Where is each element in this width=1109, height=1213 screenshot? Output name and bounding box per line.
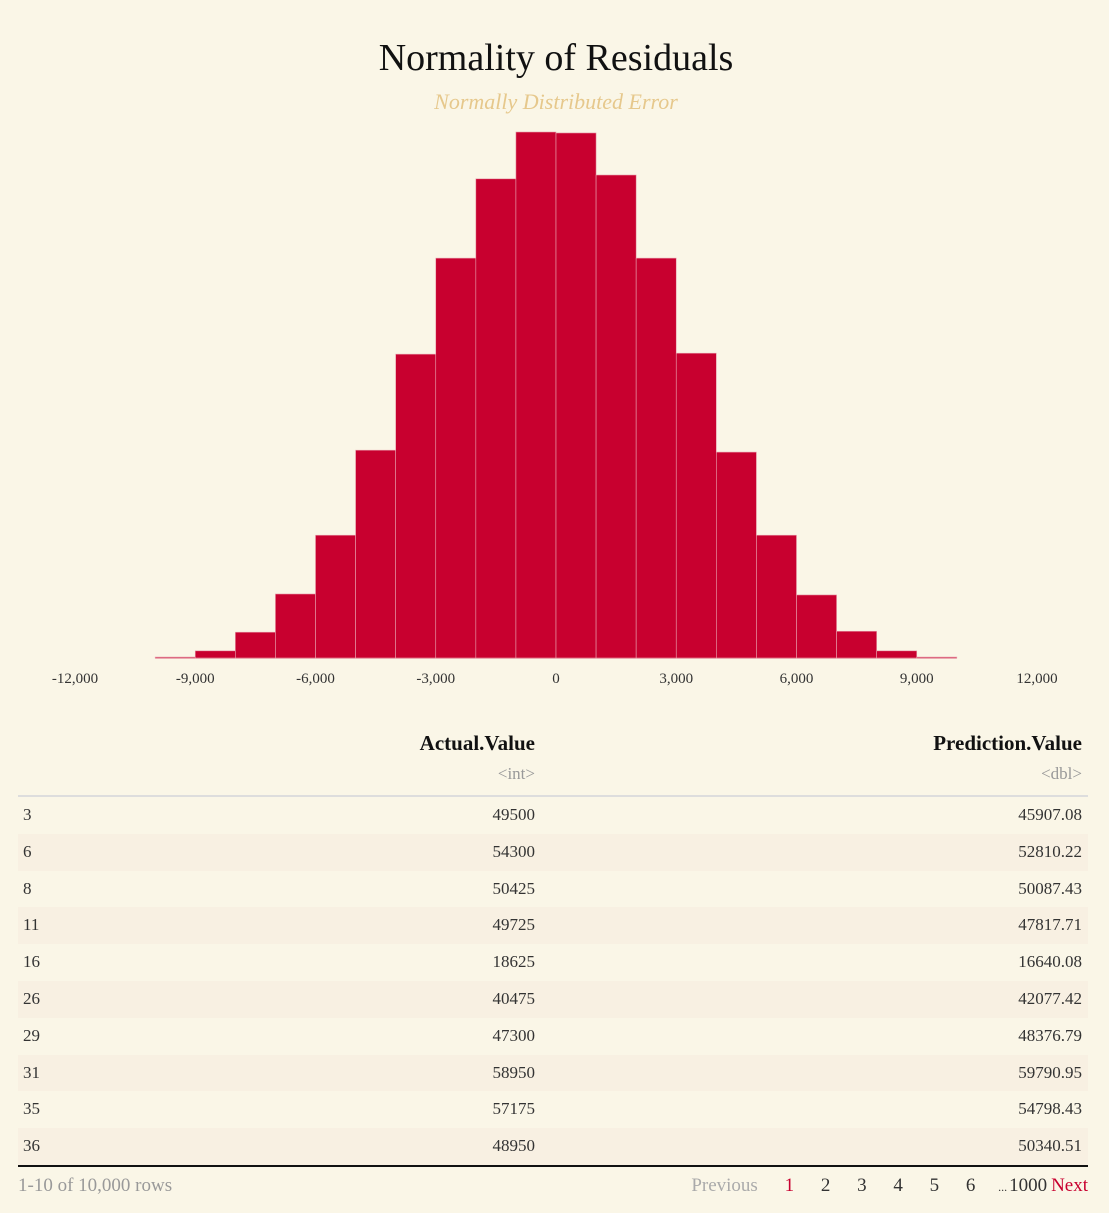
- histogram-bar: [876, 650, 918, 659]
- table-header: Actual.Value <int> Prediction.Value <dbl…: [18, 725, 1088, 797]
- prediction-value-cell: 45907.08: [1018, 805, 1082, 824]
- histogram-bar: [796, 594, 837, 659]
- prediction-value-cell: 52810.22: [1018, 841, 1082, 861]
- histogram-bar: [355, 449, 396, 659]
- x-tick-label: 6,000: [780, 671, 814, 687]
- histogram-bar: [916, 656, 958, 659]
- table-row: 26 40475 42077.42: [18, 980, 1088, 1018]
- chart-title: Normality of Residuals: [379, 37, 734, 79]
- x-tick-label: -9,000: [176, 671, 215, 687]
- histogram-bar: [836, 630, 877, 659]
- histogram-bar: [515, 131, 557, 659]
- row-index: 31: [23, 1062, 40, 1082]
- histogram-bar: [395, 353, 437, 659]
- chart-subtitle: Normally Distributed Error: [433, 89, 678, 114]
- actual-value-cell: 57175: [492, 1099, 536, 1119]
- actual-value-cell: 18625: [492, 952, 536, 972]
- histogram-bar: [435, 257, 477, 659]
- prediction-value-cell: 16640.08: [1018, 952, 1082, 972]
- histogram-bar: [555, 132, 597, 659]
- table-row: 3 49500 45907.08: [18, 797, 1088, 834]
- x-tick-label: 9,000: [900, 671, 934, 687]
- prediction-value-cell: 47817.71: [1018, 915, 1082, 935]
- x-tick-label: 12,000: [1016, 671, 1057, 687]
- histogram-chart: Normality of Residuals Normally Distribu…: [52, 37, 1058, 687]
- table-row: 16 18625 16640.08: [18, 944, 1088, 981]
- histogram-bar: [635, 257, 677, 659]
- actual-value-cell: 49725: [492, 915, 536, 935]
- row-index: 36: [23, 1136, 40, 1156]
- prediction-value-cell: 50087.43: [1018, 878, 1082, 898]
- histogram-bar: [194, 650, 236, 659]
- row-index: 29: [23, 1025, 40, 1045]
- pager-ellipsis: ...: [998, 1179, 1008, 1194]
- actual-value-cell: 47300: [492, 1025, 536, 1045]
- row-index: 26: [23, 988, 40, 1008]
- table-row: 36 48950 50340.51: [18, 1128, 1088, 1165]
- page-last[interactable]: 1000: [1009, 1174, 1048, 1196]
- column-type-prediction: <dbl>: [1041, 764, 1082, 783]
- histogram-bar: [275, 593, 316, 659]
- row-index: 35: [23, 1099, 40, 1119]
- x-tick-label: 3,000: [659, 671, 693, 687]
- prediction-value-cell: 50340.51: [1018, 1136, 1082, 1156]
- histogram-bar: [756, 534, 797, 659]
- actual-value-cell: 50425: [492, 878, 536, 898]
- actual-value-cell: 49500: [492, 805, 536, 824]
- histogram-bar: [475, 178, 517, 659]
- actual-value-cell: 54300: [492, 841, 536, 861]
- table-row: 35 57175 54798.43: [18, 1091, 1088, 1128]
- page-2[interactable]: 2: [820, 1174, 831, 1196]
- histogram-bar: [315, 534, 356, 659]
- x-tick-label: 0: [552, 671, 560, 687]
- x-tick-label: -3,000: [416, 671, 455, 687]
- histogram-bar: [675, 352, 717, 659]
- page-5[interactable]: 5: [929, 1174, 940, 1196]
- column-header-prediction[interactable]: Prediction.Value: [933, 731, 1082, 755]
- table-row: 6 54300 52810.22: [18, 833, 1088, 871]
- page-3[interactable]: 3: [857, 1174, 867, 1196]
- table-row: 11 49725 47817.71: [18, 907, 1088, 945]
- previous-button[interactable]: Previous: [691, 1174, 758, 1196]
- row-index: 11: [23, 915, 40, 935]
- page-6[interactable]: 6: [965, 1174, 976, 1196]
- x-tick-label: -6,000: [296, 671, 335, 687]
- row-index: 3: [23, 805, 32, 824]
- prediction-value-cell: 59790.95: [1018, 1062, 1082, 1082]
- table-row: 31 58950 59790.95: [18, 1054, 1088, 1092]
- page-1[interactable]: 1: [784, 1174, 795, 1196]
- data-table: Actual.Value <int> Prediction.Value <dbl…: [18, 725, 1088, 1197]
- histogram-bar: [154, 656, 196, 659]
- row-index: 16: [23, 952, 40, 972]
- actual-value-cell: 40475: [492, 988, 536, 1008]
- actual-value-cell: 48950: [492, 1136, 536, 1156]
- next-button[interactable]: Next: [1051, 1174, 1088, 1196]
- row-count-info: 1-10 of 10,000 rows: [18, 1174, 173, 1196]
- page-4[interactable]: 4: [893, 1174, 903, 1196]
- histogram-bar: [595, 174, 637, 659]
- prediction-value-cell: 48376.79: [1018, 1025, 1082, 1045]
- pagination: Previous 1 2 3 4 5 6 ... 1000 Next: [669, 1175, 1088, 1197]
- histogram-bar: [235, 631, 276, 659]
- prediction-value-cell: 54798.43: [1018, 1099, 1082, 1119]
- row-index: 6: [23, 841, 32, 861]
- table-row: 8 50425 50087.43: [18, 871, 1088, 908]
- actual-value-cell: 58950: [492, 1062, 536, 1082]
- column-type-actual: <int>: [497, 764, 535, 783]
- column-header-actual[interactable]: Actual.Value: [419, 731, 535, 755]
- table-row: 29 47300 48376.79: [18, 1018, 1088, 1055]
- histogram-bar: [716, 451, 757, 659]
- x-tick-label: -12,000: [52, 671, 98, 687]
- prediction-value-cell: 42077.42: [1018, 988, 1082, 1008]
- row-index: 8: [23, 878, 32, 898]
